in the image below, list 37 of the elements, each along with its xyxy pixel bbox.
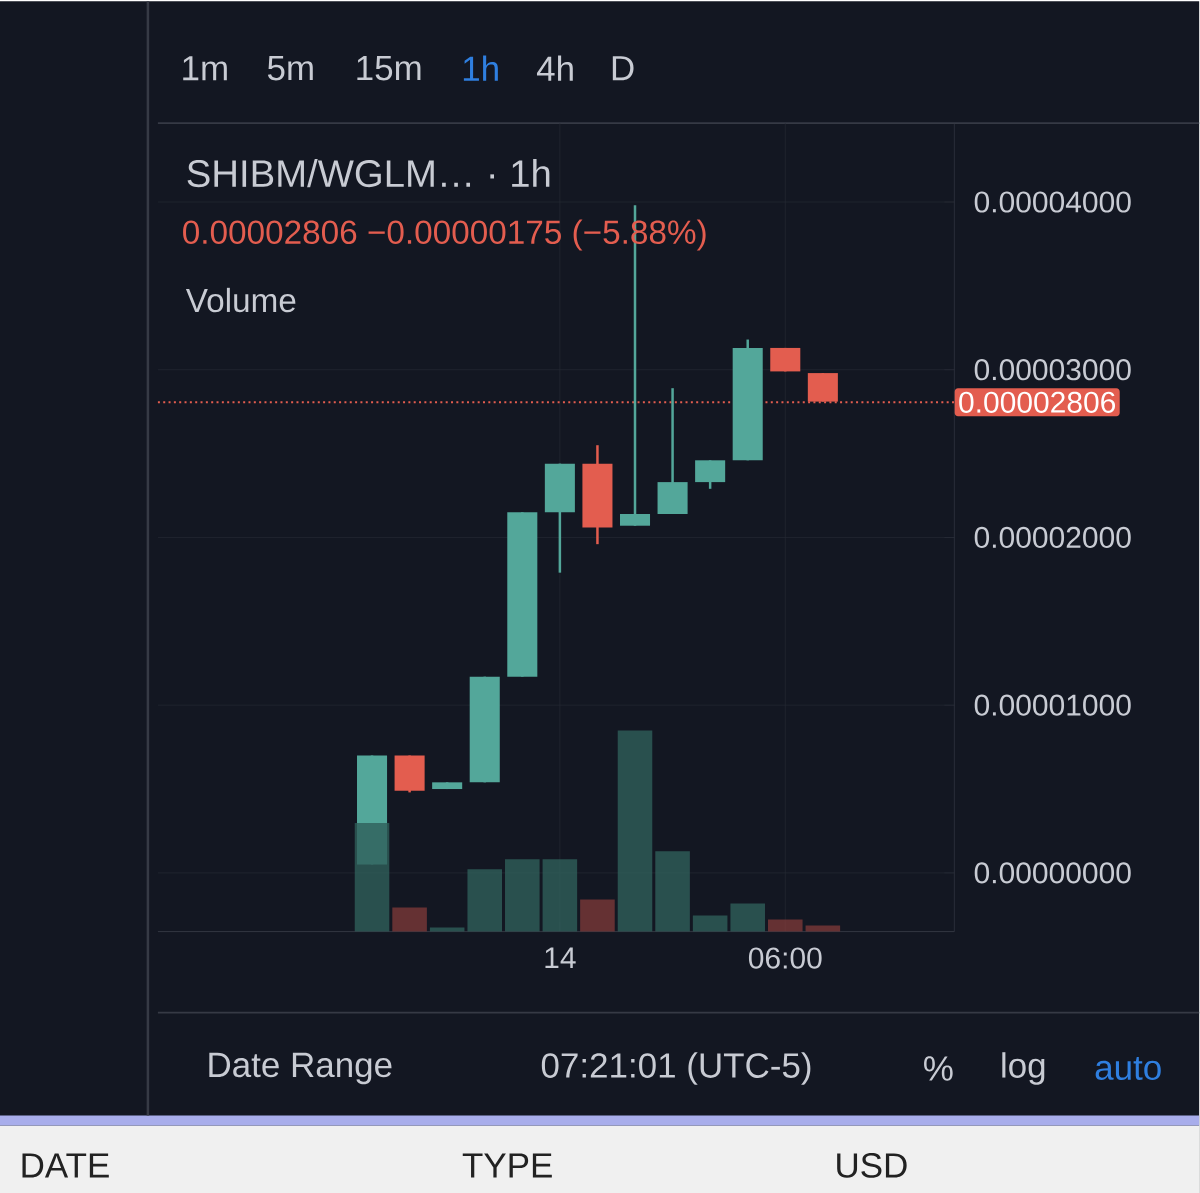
bar	[655, 850, 690, 932]
text: SHIBM/WGLM… · 1h	[187, 158, 550, 187]
y-tick-label: 0.00000000	[974, 862, 1131, 884]
bar	[730, 903, 765, 932]
text: 1h	[463, 55, 498, 81]
text: %	[924, 1056, 953, 1081]
text: log	[1002, 1052, 1045, 1085]
text: 15m	[357, 55, 421, 81]
text: Date Range	[209, 1052, 392, 1084]
text: D	[612, 55, 634, 81]
bar	[805, 925, 841, 932]
bar	[617, 730, 653, 932]
bar	[692, 915, 728, 932]
y-tick-label: 0.00002000	[974, 526, 1131, 548]
y-tick-label: 0.00003000	[974, 358, 1131, 381]
bar	[467, 869, 503, 932]
text: 1m	[183, 55, 227, 81]
x-tick-label: 14	[545, 947, 576, 968]
text: DATE	[22, 1153, 109, 1178]
y-tick-label: 0.00004000	[974, 191, 1131, 213]
bar	[429, 927, 465, 932]
bar	[505, 859, 540, 932]
text: USD	[837, 1152, 907, 1178]
y-tick-label: 0.00001000	[974, 694, 1131, 716]
x-tick-label: 06:00	[748, 947, 822, 969]
bar	[354, 822, 390, 932]
text: 4h	[536, 55, 573, 81]
text: 07:21:01 (UTC-5)	[541, 1052, 811, 1085]
bar	[767, 919, 803, 932]
bar	[392, 907, 427, 932]
bar	[580, 899, 615, 932]
text: auto	[1095, 1056, 1161, 1080]
text: TYPE	[462, 1153, 552, 1178]
ref-line-label: 0.00002806	[959, 391, 1116, 413]
bar	[542, 859, 578, 932]
text: 5m	[267, 55, 313, 81]
text: Volume	[185, 287, 296, 313]
